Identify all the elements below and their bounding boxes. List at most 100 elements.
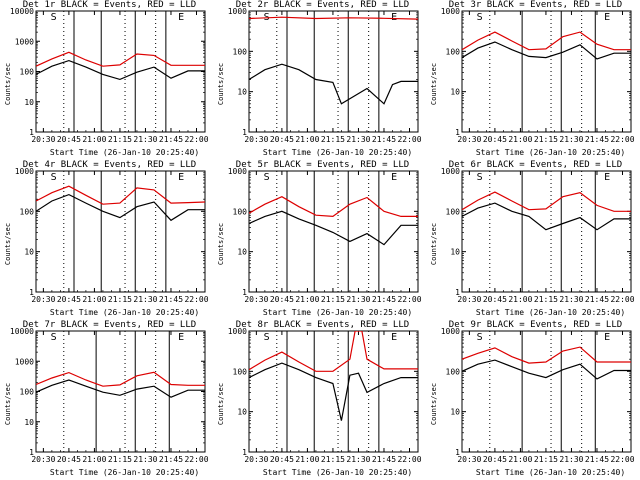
detector-panel: Det 7r BLACK = Events, RED = LLD Start Ti… <box>0 320 213 480</box>
lld-series-line <box>249 196 418 218</box>
plot-frame <box>248 170 419 293</box>
time-marker-label: S <box>51 172 57 183</box>
y-tick-label: 1000 <box>15 37 34 46</box>
x-tick-label: 21:30 <box>559 295 583 304</box>
x-tick-label: 21:15 <box>534 295 558 304</box>
y-tick-label: 10 <box>24 418 34 427</box>
events-series-line <box>36 193 205 222</box>
y-tick-label: 1 <box>242 448 247 457</box>
events-series-line <box>249 63 418 105</box>
detector-panel: Det 5r BLACK = Events, RED = LLD Start Ti… <box>213 160 426 320</box>
detector-plot: 1 10 100 1000 10000 20:30 20:45 21:00 21:15 21:30… <box>10 7 209 144</box>
x-axis-label: Start Time (26-Jan-10 20:25:40) <box>49 468 200 477</box>
x-tick-label: 20:30 <box>244 455 268 464</box>
y-tick-label: 10000 <box>10 327 34 336</box>
detector-panel: Det 6r BLACK = Events, RED = LLD Start Ti… <box>426 160 639 320</box>
panel-title: Det 5r BLACK = Events, RED = LLD <box>235 160 410 170</box>
x-tick-label: 21:15 <box>108 295 132 304</box>
x-tick-label: 21:45 <box>372 455 396 464</box>
x-tick-label: 20:45 <box>270 135 294 144</box>
panel-title: Det 9r BLACK = Events, RED = LLD <box>448 320 623 330</box>
y-tick-label: 1000 <box>15 357 34 366</box>
time-marker-label: E <box>391 172 397 183</box>
x-tick-label: 21:45 <box>585 135 609 144</box>
detector-panel: Det 8r BLACK = Events, RED = LLD Start Ti… <box>213 320 426 480</box>
events-series-line <box>36 59 205 81</box>
x-tick-label: 21:30 <box>133 455 157 464</box>
x-tick-label: 21:00 <box>508 455 532 464</box>
x-tick-label: 21:00 <box>508 295 532 304</box>
x-tick-label: 21:15 <box>321 135 345 144</box>
x-tick-label: 20:30 <box>457 135 481 144</box>
x-tick-label: 20:45 <box>57 295 81 304</box>
x-tick-label: 22:00 <box>610 295 634 304</box>
x-tick-label: 21:45 <box>159 135 183 144</box>
y-tick-label: 1000 <box>441 7 460 16</box>
x-tick-label: 21:15 <box>321 295 345 304</box>
detector-plot: 1 10 100 1000 20:30 20:45 21:00 21:15 21:30 21:45… <box>441 327 635 464</box>
y-tick-label: 10 <box>450 248 460 257</box>
y-tick-label: 10 <box>237 408 247 417</box>
y-tick-label: 1000 <box>228 327 247 336</box>
x-tick-label: 21:15 <box>534 135 558 144</box>
x-tick-label: 20:45 <box>57 455 81 464</box>
y-tick-label: 10 <box>450 408 460 417</box>
plot-frame <box>35 10 206 133</box>
x-tick-label: 21:45 <box>585 455 609 464</box>
detector-plot: 1 10 100 1000 20:30 20:45 21:00 21:15 21:30 21:45… <box>228 7 422 144</box>
x-tick-label: 20:30 <box>244 135 268 144</box>
time-marker-label: S <box>477 332 483 343</box>
y-tick-label: 100 <box>233 207 248 216</box>
time-marker-label: E <box>178 12 184 23</box>
x-tick-label: 22:00 <box>184 135 208 144</box>
events-series-line <box>462 202 631 231</box>
y-tick-label: 1 <box>242 288 247 297</box>
time-marker-label: E <box>604 332 610 343</box>
time-marker-label: S <box>264 172 270 183</box>
detector-panel: Det 4r BLACK = Events, RED = LLD Start Ti… <box>0 160 213 320</box>
x-tick-label: 21:45 <box>372 295 396 304</box>
y-tick-label: 1 <box>29 288 34 297</box>
detector-plot: 1 10 100 1000 10000 20:30 20:45 21:00 21:15 21:30… <box>10 327 209 464</box>
y-tick-label: 100 <box>233 47 248 56</box>
x-tick-label: 22:00 <box>397 135 421 144</box>
x-tick-label: 22:00 <box>397 455 421 464</box>
y-tick-label: 1000 <box>228 7 247 16</box>
plot-frame <box>35 330 206 453</box>
x-tick-label: 21:30 <box>559 135 583 144</box>
y-tick-label: 1 <box>29 128 34 137</box>
x-tick-label: 21:15 <box>534 455 558 464</box>
time-marker-label: S <box>51 12 57 23</box>
x-tick-label: 21:00 <box>82 295 106 304</box>
plot-frame <box>461 10 632 133</box>
y-tick-label: 1000 <box>15 167 34 176</box>
lld-series-line <box>249 16 418 20</box>
x-tick-label: 21:30 <box>346 135 370 144</box>
y-tick-label: 100 <box>233 367 248 376</box>
x-tick-label: 20:45 <box>270 295 294 304</box>
y-tick-label: 1000 <box>441 327 460 336</box>
x-tick-label: 20:30 <box>244 295 268 304</box>
x-tick-label: 22:00 <box>610 455 634 464</box>
x-tick-label: 21:00 <box>295 135 319 144</box>
detector-panel: Det 3r BLACK = Events, RED = LLD Start Ti… <box>426 0 639 160</box>
x-axis-label: Start Time (26-Jan-10 20:25:40) <box>49 148 200 157</box>
x-tick-label: 20:30 <box>31 455 55 464</box>
y-tick-label: 10 <box>237 88 247 97</box>
panel-title: Det 1r BLACK = Events, RED = LLD <box>22 0 197 10</box>
panel-title: Det 2r BLACK = Events, RED = LLD <box>235 0 410 10</box>
y-tick-label: 10000 <box>10 7 34 16</box>
x-tick-label: 21:15 <box>108 455 132 464</box>
x-tick-label: 21:15 <box>108 135 132 144</box>
events-series-line <box>36 379 205 398</box>
detector-panel: Det 1r BLACK = Events, RED = LLD Start Ti… <box>0 0 213 160</box>
x-tick-label: 21:00 <box>82 135 106 144</box>
y-tick-label: 1 <box>29 448 34 457</box>
x-tick-label: 20:30 <box>457 455 481 464</box>
x-axis-label: Start Time (26-Jan-10 20:25:40) <box>262 308 413 317</box>
x-tick-label: 20:45 <box>483 295 507 304</box>
x-tick-label: 22:00 <box>184 295 208 304</box>
x-axis-label: Start Time (26-Jan-10 20:25:40) <box>49 308 200 317</box>
x-tick-label: 21:45 <box>372 135 396 144</box>
